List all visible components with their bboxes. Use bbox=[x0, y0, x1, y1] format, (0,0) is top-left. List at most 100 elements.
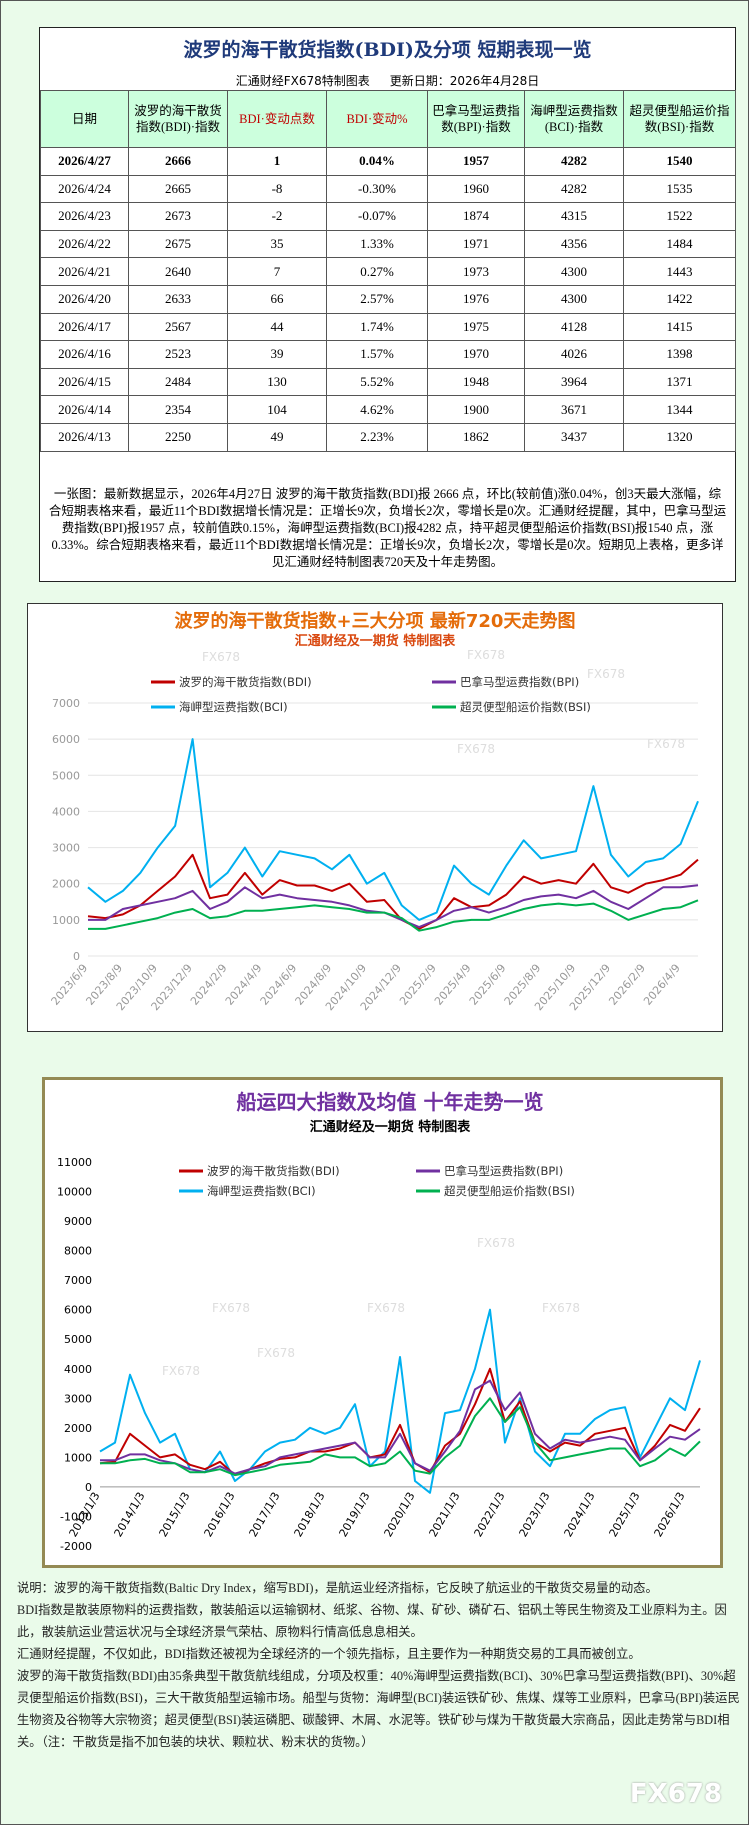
table-cell: 66 bbox=[227, 284, 327, 314]
watermark: FX678 bbox=[477, 1236, 515, 1250]
table-cell: 1320 bbox=[623, 422, 736, 452]
column-header: 超灵便型船运价指数(BSI)·指数 bbox=[623, 90, 736, 148]
table-row: 2026/4/21 2640 7 0.27% 1973 4300 1443 bbox=[40, 257, 736, 286]
chart-subtitle: 汇通财经及一期货 特制图表 bbox=[310, 1119, 472, 1135]
legend-label: 超灵便型船运价指数(BSI) bbox=[444, 1184, 575, 1198]
y-tick-label: 8000 bbox=[64, 1245, 92, 1258]
table-cell: 1971 bbox=[427, 229, 525, 259]
table-cell: 1.33% bbox=[326, 229, 428, 259]
watermark: FX678 bbox=[647, 737, 685, 751]
table-cell: 2567 bbox=[128, 312, 228, 342]
y-tick-label: 10000 bbox=[57, 1186, 92, 1199]
table-cell: -2 bbox=[227, 202, 327, 231]
table-row: 2026/4/20 2633 66 2.57% 1976 4300 1422 bbox=[40, 284, 736, 314]
y-tick-label: 6000 bbox=[52, 733, 80, 746]
watermark: FX678 bbox=[467, 648, 505, 662]
table-cell: 1443 bbox=[623, 257, 736, 286]
watermark: FX678 bbox=[202, 650, 240, 664]
series-line bbox=[88, 899, 699, 932]
table-cell: 0.04% bbox=[326, 147, 428, 176]
y-tick-label: -1000 bbox=[60, 1510, 92, 1523]
table-cell: 1948 bbox=[427, 367, 525, 397]
table-cell: 2026/4/17 bbox=[40, 312, 129, 342]
table-cell: 4128 bbox=[524, 312, 624, 342]
table-cell: 2.57% bbox=[326, 284, 428, 314]
table-title: 波罗的海干散货指数(BDI)及分项 短期表现一览 bbox=[183, 39, 592, 61]
legend-label: 巴拿马型运费指数(BPI) bbox=[444, 1164, 563, 1178]
table-cell: 39 bbox=[227, 340, 327, 369]
table-cell: 4026 bbox=[524, 340, 624, 369]
table-cell: 1874 bbox=[427, 202, 525, 231]
table-cell: 1484 bbox=[623, 229, 736, 259]
table-cell: -0.30% bbox=[326, 174, 428, 204]
note-paragraph: 汇通财经提醒，不仅如此，BDI指数还被视为全球经济的一个领先指标，且主要作为一种… bbox=[17, 1647, 641, 1661]
table-row: 2026/4/22 2675 35 1.33% 1971 4356 1484 bbox=[40, 229, 736, 259]
table-cell: -8 bbox=[227, 174, 327, 204]
table-cell: 4282 bbox=[524, 147, 624, 176]
notes: 说明：波罗的海干散货指数(Baltic Dry Index，缩写BDI)，是航运… bbox=[17, 1577, 742, 1753]
table-cell: 7 bbox=[227, 257, 327, 286]
table-row: 2026/4/14 2354 104 4.62% 1900 3671 1344 bbox=[40, 395, 736, 424]
table-cell: 49 bbox=[227, 422, 327, 452]
table-cell: 4.62% bbox=[326, 395, 428, 424]
y-tick-label: 4000 bbox=[64, 1363, 92, 1376]
table-cell: 0.27% bbox=[326, 257, 428, 286]
table-cell: 44 bbox=[227, 312, 327, 342]
table-cell: 1862 bbox=[427, 422, 525, 452]
table-cell: 1.57% bbox=[326, 340, 428, 369]
y-tick-label: 1000 bbox=[64, 1451, 92, 1464]
series-line bbox=[99, 1367, 701, 1477]
legend-label: 波罗的海干散货指数(BDI) bbox=[179, 675, 312, 689]
table-cell: 4300 bbox=[524, 257, 624, 286]
table-row: 2026/4/27 2666 1 0.04% 1957 4282 1540 bbox=[40, 147, 736, 176]
table-cell: 2026/4/13 bbox=[40, 422, 129, 452]
series-line bbox=[100, 1397, 701, 1477]
series-line bbox=[100, 1379, 701, 1475]
table-cell: 35 bbox=[227, 229, 327, 259]
table-cell: 5.52% bbox=[326, 367, 428, 397]
y-tick-label: 9000 bbox=[64, 1215, 92, 1228]
table-cell: 2484 bbox=[128, 367, 228, 397]
chart-subtitle: 汇通财经及一期货 特制图表 bbox=[295, 633, 457, 649]
series-line bbox=[87, 738, 699, 921]
table-cell: 2026/4/15 bbox=[40, 367, 129, 397]
note-paragraph: BDI指数是散装原物料的运费指数，散装船运以运输钢材、纸浆、谷物、煤、矿砂、磷矿… bbox=[17, 1603, 727, 1639]
table-cell: 2026/4/27 bbox=[40, 147, 129, 176]
y-tick-label: 4000 bbox=[52, 805, 80, 818]
table-cell: 2026/4/24 bbox=[40, 174, 129, 204]
column-header: BDI·变动点数 bbox=[227, 90, 327, 148]
note-paragraph: 波罗的海干散货指数(BDI)由35条典型干散货航线组成，分项及权重：40%海岬型… bbox=[17, 1669, 740, 1749]
updated: 更新日期：2026年4月28日 bbox=[389, 74, 540, 88]
table-cell: 2026/4/20 bbox=[40, 284, 129, 314]
table-cell: 2666 bbox=[128, 147, 228, 176]
table-cell: 2.23% bbox=[326, 422, 428, 452]
table-row: 2026/4/15 2484 130 5.52% 1948 3964 1371 bbox=[40, 367, 736, 397]
source: 汇通财经FX678特制图表 bbox=[235, 74, 370, 88]
series-line bbox=[87, 853, 699, 930]
watermark: FX678 bbox=[162, 1364, 200, 1378]
y-tick-label: 0 bbox=[73, 950, 80, 963]
table-cell: 1344 bbox=[623, 395, 736, 424]
table-cell: 2673 bbox=[128, 202, 228, 231]
y-tick-label: 0 bbox=[85, 1481, 92, 1494]
watermark: FX678 bbox=[367, 1301, 405, 1315]
table-subtitle: 汇通财经FX678特制图表 更新日期：2026年4月28日 bbox=[40, 72, 735, 90]
y-tick-label: 6000 bbox=[64, 1304, 92, 1317]
table-cell: 2026/4/23 bbox=[40, 202, 129, 231]
table-cell: 2026/4/22 bbox=[40, 229, 129, 259]
table-cell: 1900 bbox=[427, 395, 525, 424]
y-tick-label: 3000 bbox=[64, 1392, 92, 1405]
table-cell: 1970 bbox=[427, 340, 525, 369]
column-header: 日期 bbox=[40, 90, 129, 148]
column-header: BDI·变动% bbox=[326, 90, 428, 148]
table-cell: 2354 bbox=[128, 395, 228, 424]
table-cell: 1973 bbox=[427, 257, 525, 286]
table-cell: 2640 bbox=[128, 257, 228, 286]
watermark: FX678 bbox=[542, 1301, 580, 1315]
table-cell: 2250 bbox=[128, 422, 228, 452]
watermark: FX678 bbox=[587, 667, 625, 681]
table-row: 2026/4/17 2567 44 1.74% 1975 4128 1415 bbox=[40, 312, 736, 342]
